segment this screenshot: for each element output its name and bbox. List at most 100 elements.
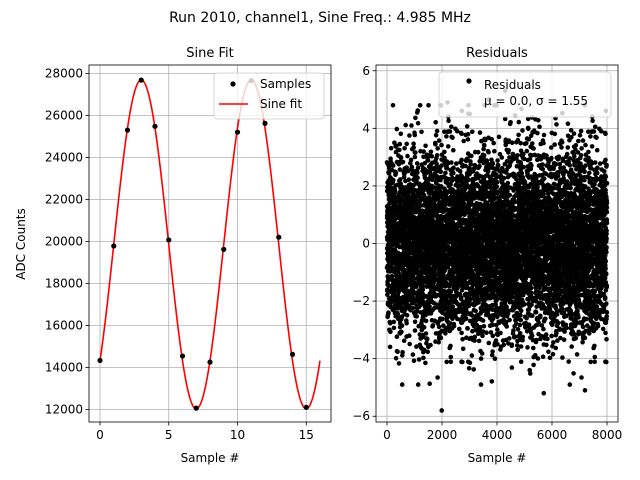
residual-point: [439, 142, 444, 148]
residual-point: [469, 268, 475, 274]
residual-point: [449, 160, 454, 165]
residual-point: [478, 324, 483, 330]
residual-point: [400, 159, 406, 165]
residual-point: [437, 188, 443, 194]
residual-point: [397, 147, 402, 153]
residual-point: [506, 148, 512, 153]
residual-point: [423, 331, 429, 336]
residual-point: [401, 338, 407, 344]
residual-point: [411, 141, 416, 146]
residual-point: [479, 351, 485, 356]
residual-point: [406, 177, 412, 182]
residual-point: [451, 165, 456, 171]
residual-point: [481, 323, 487, 329]
residual-point: [470, 313, 475, 318]
residual-point: [505, 180, 511, 186]
residual-point: [451, 147, 456, 153]
residual-point: [464, 124, 470, 129]
sample-point: [234, 129, 241, 135]
residual-point: [481, 146, 486, 152]
residual-point: [460, 346, 466, 352]
residual-point: [507, 192, 513, 198]
residual-point: [484, 158, 490, 163]
residual-point: [403, 185, 408, 190]
residual-point: [519, 170, 525, 176]
residual-point: [510, 151, 516, 157]
residual-point: [391, 177, 396, 183]
residual-point: [448, 354, 454, 360]
residual-point: [415, 382, 421, 387]
residual-point: [495, 158, 500, 163]
residual-point: [421, 154, 426, 160]
residual-point: [459, 330, 464, 336]
residual-point: [425, 349, 431, 355]
residual-point: [465, 326, 470, 331]
residual-point: [429, 154, 435, 159]
residual-point: [415, 175, 420, 180]
residual-point: [484, 330, 489, 336]
residual-point: [422, 160, 428, 166]
legend-samples-label: Samples: [260, 77, 311, 91]
residual-point: [489, 379, 495, 384]
residuals-title: Residuals: [466, 46, 528, 61]
y-tick-label: 12000: [45, 402, 83, 416]
residual-point: [391, 319, 397, 325]
residual-point: [457, 326, 462, 332]
residual-point: [515, 327, 521, 332]
legend-fit-label: Sine fit: [260, 97, 302, 111]
sample-point: [207, 359, 213, 365]
residual-point: [390, 103, 396, 108]
residual-point: [490, 316, 496, 322]
residual-point: [413, 115, 418, 121]
residual-point: [404, 141, 410, 147]
figure-suptitle: Run 2010, channel1, Sine Freq.: 4.985 MH…: [169, 10, 471, 26]
residual-point: [478, 356, 484, 361]
residual-point: [504, 324, 510, 329]
residual-point: [442, 149, 447, 155]
residual-point: [494, 184, 500, 190]
residual-point: [465, 156, 470, 162]
sine-fit-line: [99, 79, 321, 410]
residual-point: [472, 334, 478, 340]
residuals-points-layer: [384, 88, 610, 413]
residual-point: [465, 137, 471, 142]
residual-point: [483, 137, 488, 143]
residual-point: [436, 340, 442, 345]
residual-point: [389, 274, 395, 279]
sine-fit-curve-layer: [99, 79, 321, 410]
residual-point: [411, 358, 417, 364]
residual-point: [463, 316, 469, 322]
residual-point: [434, 128, 440, 134]
residual-point: [395, 312, 401, 317]
residual-point: [486, 149, 491, 155]
sine-fit-y-ticks: 1200014000160001800020000220002400026000…: [45, 66, 89, 416]
residual-point: [417, 103, 423, 108]
residual-point: [444, 166, 450, 171]
residual-point: [447, 129, 453, 134]
residual-point: [409, 164, 415, 170]
residual-point: [495, 162, 501, 168]
residual-point: [413, 150, 418, 155]
sine-fit-samples-layer: [97, 77, 309, 411]
residual-point: [435, 146, 441, 151]
residual-point: [445, 144, 451, 149]
x-tick-label: 0: [96, 428, 104, 442]
residual-point: [450, 304, 456, 309]
residual-point: [508, 120, 513, 125]
residual-point: [518, 359, 524, 365]
residual-point: [461, 138, 467, 144]
residual-point: [460, 359, 465, 365]
residual-point: [444, 359, 450, 365]
residual-point: [430, 323, 436, 328]
residual-point: [397, 141, 403, 147]
residual-point: [410, 352, 416, 357]
residual-point: [482, 143, 487, 148]
residual-point: [391, 325, 397, 331]
residual-point: [467, 360, 473, 366]
sample-point: [276, 234, 282, 240]
sample-point: [262, 120, 268, 126]
residual-point: [448, 289, 454, 294]
sine-fit-legend: Samples Sine fit: [213, 72, 325, 120]
residual-point: [457, 168, 463, 174]
